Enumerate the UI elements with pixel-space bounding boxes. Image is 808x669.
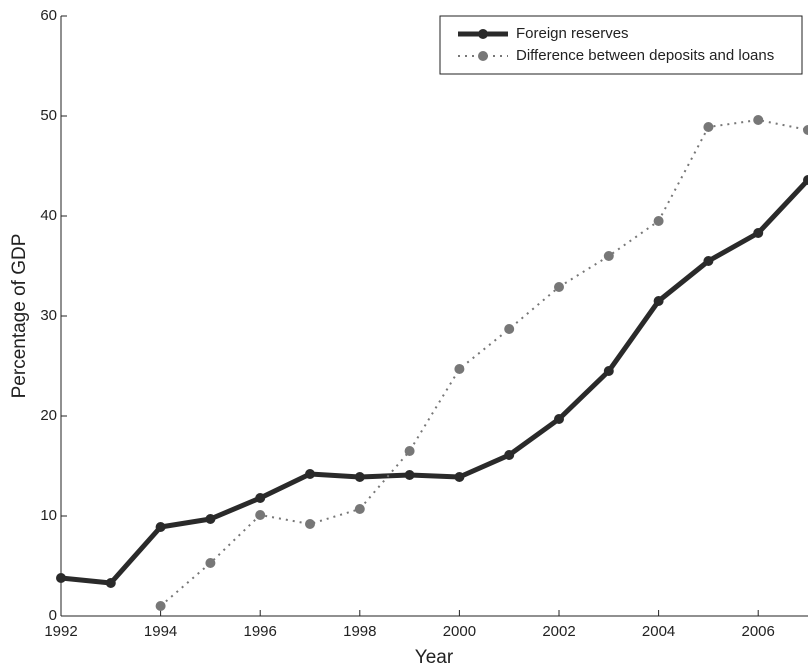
x-tick-label: 2000: [443, 623, 476, 640]
y-tick-label: 20: [40, 407, 57, 424]
data-point: [205, 514, 216, 524]
legend-label: Difference between deposits and loans: [516, 47, 774, 64]
data-point: [255, 493, 266, 503]
y-tick-label: 30: [40, 307, 57, 324]
series-line: [159, 119, 808, 607]
data-point: [653, 216, 664, 226]
x-tick-label: 1994: [144, 623, 177, 640]
data-point: [454, 364, 465, 374]
data-point: [803, 125, 808, 135]
y-tick-label: 60: [40, 7, 57, 24]
data-point: [554, 414, 564, 424]
legend-label: Foreign reserves: [516, 25, 629, 42]
y-tick-label: 40: [40, 207, 57, 224]
series-line: [60, 178, 808, 586]
data-point: [255, 510, 266, 520]
x-tick-label: 1998: [343, 623, 376, 640]
series: [56, 175, 808, 588]
x-tick-label: 2002: [542, 623, 575, 640]
data-point: [404, 446, 415, 456]
data-point: [56, 573, 66, 583]
y-tick-label: 10: [40, 507, 57, 524]
data-point: [205, 558, 216, 568]
x-axis-title: Year: [415, 647, 454, 668]
data-point: [803, 175, 808, 185]
data-point: [603, 251, 614, 261]
x-tick-label: 1996: [244, 623, 277, 640]
legend-box: [439, 15, 803, 75]
data-point: [354, 504, 365, 514]
x-tick-label: 1992: [44, 623, 77, 640]
data-point: [404, 470, 415, 480]
data-point: [504, 450, 515, 460]
x-tick-label: 2004: [642, 623, 675, 640]
y-tick-label: 50: [40, 107, 57, 124]
data-point: [504, 324, 515, 334]
y-tick-label: 0: [49, 607, 57, 624]
data-point: [753, 228, 764, 238]
data-point: [703, 122, 714, 132]
data-point: [653, 296, 664, 306]
data-point: [305, 519, 315, 529]
data-point: [105, 578, 116, 588]
y-axis-title: Percentage of GDP: [9, 234, 30, 399]
data-point: [703, 256, 714, 266]
data-point: [305, 469, 315, 479]
data-point: [603, 366, 614, 376]
legend-marker: [478, 29, 488, 39]
data-point: [354, 472, 365, 482]
data-point: [554, 282, 564, 292]
data-point: [155, 522, 166, 532]
data-point: [753, 115, 764, 125]
series: [155, 115, 808, 611]
x-tick-label: 2006: [742, 623, 775, 640]
data-point: [155, 601, 166, 611]
data-point: [454, 472, 465, 482]
legend-marker: [478, 51, 488, 61]
